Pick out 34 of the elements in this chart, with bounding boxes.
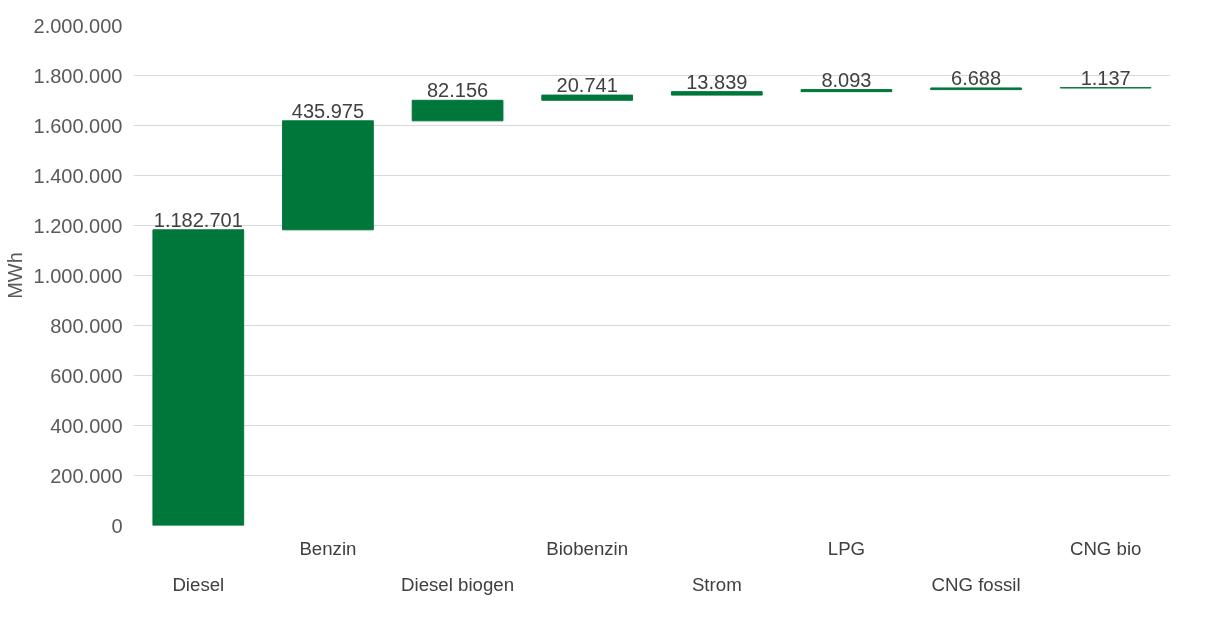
x-tick-label: LPG: [827, 537, 866, 559]
y-tick-label: 1.000.000: [33, 264, 123, 287]
x-tick-label: CNG bio: [1069, 537, 1142, 559]
data-label: 435.975: [291, 99, 365, 122]
y-tick-label: 600.000: [50, 364, 123, 387]
x-tick-label: Biobenzin: [546, 537, 629, 559]
bar: [541, 94, 634, 101]
y-tick-label: 1.400.000: [33, 164, 123, 187]
y-tick-label: 1.200.000: [33, 214, 123, 237]
y-axis-title: MWh: [3, 252, 26, 299]
y-tick-label: 2.000.000: [33, 14, 123, 37]
bar: [670, 91, 763, 96]
data-label: 13.839: [686, 70, 748, 93]
data-label: 6.688: [951, 66, 1002, 89]
data-label: 20.741: [556, 74, 618, 97]
x-tick-label: Benzin: [299, 537, 357, 559]
data-label: 1.182.701: [153, 208, 243, 231]
y-tick-label: 1.600.000: [33, 114, 123, 137]
x-tick-label: CNG fossil: [931, 573, 1021, 595]
y-tick-label: 400.000: [50, 414, 123, 437]
y-tick-label: 800.000: [50, 314, 123, 337]
data-label: 1.137: [1080, 66, 1131, 89]
y-tick-label: 200.000: [50, 464, 123, 487]
x-tick-label: Strom: [691, 573, 742, 595]
data-label: 82.156: [426, 79, 489, 102]
x-tick-label: Diesel: [172, 573, 225, 595]
data-label: 8.093: [821, 68, 872, 91]
y-tick-label: 1.800.000: [33, 64, 123, 87]
y-tick-label: 0: [111, 514, 123, 537]
bar: [152, 229, 245, 526]
bar: [411, 99, 504, 122]
x-tick-label: Diesel biogen: [401, 573, 515, 595]
bar: [282, 120, 374, 231]
bar: [800, 89, 893, 93]
